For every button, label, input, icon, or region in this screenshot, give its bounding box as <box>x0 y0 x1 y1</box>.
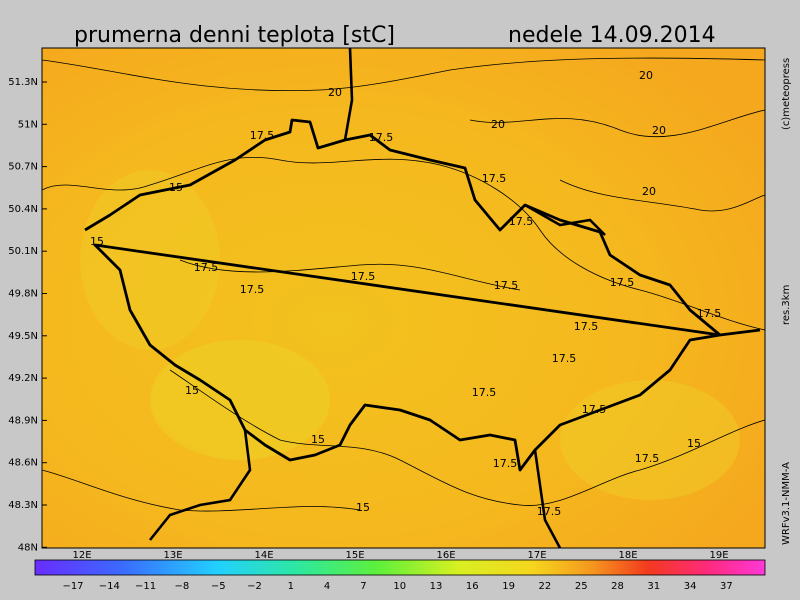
colorbar-label: 25 <box>575 581 588 592</box>
colorbar-label: 31 <box>647 581 660 592</box>
colorbar-label: 1 <box>288 581 294 592</box>
contour-label: 15 <box>185 384 199 397</box>
latitude-label: 49.8N <box>8 289 38 300</box>
longitude-label: 18E <box>618 550 637 561</box>
contour-label: 17.5 <box>610 276 635 289</box>
contour-label: 17.5 <box>509 215 534 228</box>
contour-label: 17.5 <box>574 320 599 333</box>
cool-area <box>150 340 330 460</box>
longitude-label: 16E <box>436 550 455 561</box>
contour-label: 17.5 <box>240 283 265 296</box>
latitude-label: 50.7N <box>8 162 38 173</box>
map-date: nedele 14.09.2014 <box>508 23 716 48</box>
colorbar-label: 16 <box>466 581 479 592</box>
latitude-label: 49.2N <box>8 373 38 384</box>
latitude-label: 48.6N <box>8 458 38 469</box>
contour-label: 17.5 <box>537 505 562 518</box>
copyright: (c)meteopress <box>781 58 792 130</box>
colorbar-label: 4 <box>324 581 330 592</box>
contour-label: 17.5 <box>552 352 577 365</box>
colorbar-label: 34 <box>684 581 697 592</box>
cool-area <box>560 380 740 500</box>
cool-area <box>80 170 220 350</box>
colorbar-label: 10 <box>393 581 406 592</box>
colorbar-label: 28 <box>611 581 624 592</box>
colorbar-label: −17 <box>62 581 83 592</box>
contour-line <box>169 369 766 506</box>
longitude-label: 19E <box>709 550 728 561</box>
latitude-label: 51.3N <box>8 77 38 88</box>
contour-line <box>41 57 766 91</box>
contour-label: 17.5 <box>250 129 275 142</box>
latitude-label: 48.3N <box>8 500 38 511</box>
contour-label: 20 <box>328 86 342 99</box>
contour-label: 17.5 <box>194 261 219 274</box>
contour-line <box>469 109 766 138</box>
contour-label: 15 <box>356 501 370 514</box>
latitude-label: 48N <box>18 542 38 553</box>
contour-label: 17.5 <box>494 279 519 292</box>
contour-label: 17.5 <box>351 270 376 283</box>
contour-line <box>559 179 766 212</box>
longitude-label: 12E <box>72 550 91 561</box>
colorbar-label: 19 <box>502 581 515 592</box>
colorbar-label: −5 <box>211 581 226 592</box>
colorbar-label: 37 <box>720 581 733 592</box>
colorbar-label: −8 <box>175 581 190 592</box>
contour-label: 20 <box>491 118 505 131</box>
contour-label: 15 <box>90 235 104 248</box>
contours <box>41 57 766 512</box>
colorbar-label: 7 <box>360 581 366 592</box>
latitude-label: 50.4N <box>8 204 38 215</box>
contour-label: 17.5 <box>482 172 507 185</box>
latitude-label: 51N <box>18 119 38 130</box>
contour-label: 17.5 <box>697 307 722 320</box>
country-border <box>84 118 761 472</box>
contour-label: 15 <box>169 181 183 194</box>
latitude-label: 49.5N <box>8 331 38 342</box>
longitude-label: 17E <box>527 550 546 561</box>
contour-line <box>41 156 766 331</box>
longitude-label: 13E <box>163 550 182 561</box>
longitude-label: 15E <box>345 550 364 561</box>
contour-line <box>41 469 361 512</box>
map-title: prumerna denni teplota [stC] <box>74 23 395 48</box>
colorbar-label: 13 <box>430 581 443 592</box>
border-segment <box>148 47 606 549</box>
colorbar-label: −2 <box>247 581 262 592</box>
resolution: res.3km <box>781 285 792 325</box>
latitude-label: 50.1N <box>8 246 38 257</box>
colorbar-label: 22 <box>539 581 552 592</box>
contour-label: 15 <box>687 437 701 450</box>
colorbar-label: −11 <box>135 581 156 592</box>
model-name: WRFv3.1-NMM-A <box>781 462 792 545</box>
contour-label: 17.5 <box>635 452 660 465</box>
contour-label: 17.5 <box>369 131 394 144</box>
latitude-label: 48.9N <box>8 415 38 426</box>
longitude-label: 14E <box>254 550 273 561</box>
contour-label: 20 <box>642 185 656 198</box>
contour-label: 20 <box>639 69 653 82</box>
contour-label: 20 <box>652 124 666 137</box>
contour-label: 17.5 <box>472 386 497 399</box>
contour-line <box>179 259 521 291</box>
contour-label: 17.5 <box>493 457 518 470</box>
contour-label: 15 <box>311 433 325 446</box>
colorbar <box>34 559 766 576</box>
contour-label: 17.5 <box>582 403 607 416</box>
colorbar-label: −14 <box>99 581 120 592</box>
